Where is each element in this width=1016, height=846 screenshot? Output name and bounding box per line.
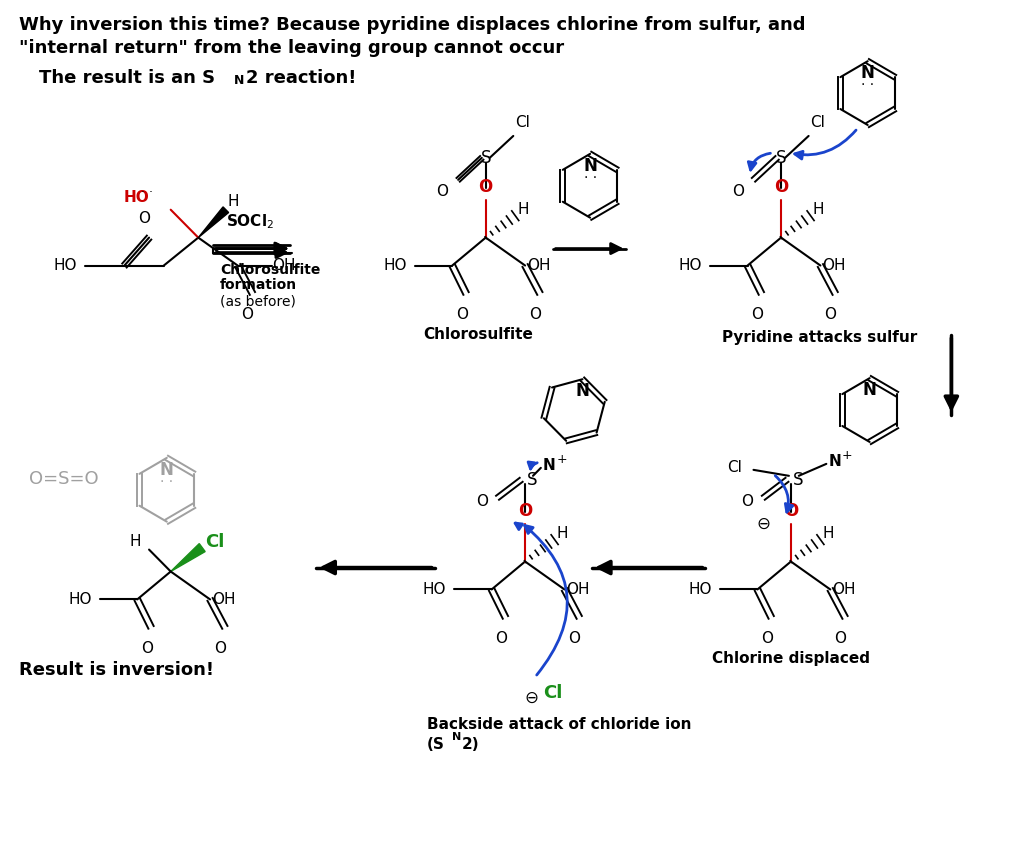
Text: N: N	[863, 382, 877, 399]
Text: Cl: Cl	[543, 684, 562, 702]
Text: O: O	[479, 178, 493, 195]
Text: · ·: · ·	[161, 475, 174, 489]
Text: O: O	[436, 184, 448, 199]
Text: O: O	[138, 211, 150, 226]
Text: Chlorosulfite: Chlorosulfite	[219, 262, 320, 277]
Text: OH: OH	[567, 582, 590, 597]
Text: +: +	[557, 453, 567, 466]
Text: O: O	[783, 502, 798, 519]
Text: Cl: Cl	[811, 115, 825, 130]
Text: O: O	[518, 502, 532, 519]
Text: S: S	[776, 149, 786, 167]
Text: O: O	[824, 307, 836, 322]
Text: 2 reaction!: 2 reaction!	[246, 69, 356, 87]
Text: H: H	[130, 534, 141, 549]
Text: O: O	[732, 184, 744, 199]
Text: H: H	[228, 195, 240, 209]
Text: O: O	[834, 631, 846, 646]
Text: O=S=O: O=S=O	[28, 470, 99, 488]
Text: · ·: · ·	[141, 186, 153, 199]
Text: OH: OH	[832, 582, 855, 597]
Text: Chlorosulfite: Chlorosulfite	[423, 327, 532, 343]
Text: O: O	[568, 631, 580, 646]
Text: OH: OH	[212, 592, 236, 607]
Text: O: O	[141, 641, 153, 656]
Text: H: H	[557, 526, 568, 541]
Text: H: H	[822, 526, 834, 541]
Text: N: N	[160, 461, 174, 479]
Text: O: O	[496, 631, 507, 646]
Text: · ·: · ·	[862, 78, 874, 92]
Text: ⊖: ⊖	[756, 514, 770, 533]
Text: OH: OH	[527, 258, 551, 273]
Text: N: N	[234, 74, 244, 87]
Text: Result is inversion!: Result is inversion!	[19, 662, 214, 679]
Text: Cl: Cl	[726, 460, 742, 475]
Text: HO: HO	[383, 258, 407, 273]
Text: Pyridine attacks sulfur: Pyridine attacks sulfur	[722, 330, 917, 345]
Text: N: N	[861, 64, 875, 82]
Text: O: O	[761, 631, 773, 646]
Text: N: N	[575, 382, 589, 400]
Text: HO: HO	[679, 258, 702, 273]
Text: OH: OH	[272, 258, 296, 273]
Text: HO: HO	[123, 190, 149, 206]
Text: (as before): (as before)	[219, 294, 296, 309]
Text: H: H	[517, 202, 528, 217]
Text: Backside attack of chloride ion: Backside attack of chloride ion	[427, 717, 691, 732]
Text: O: O	[456, 307, 468, 322]
Polygon shape	[171, 544, 205, 572]
Text: O: O	[752, 307, 763, 322]
Text: "internal return" from the leaving group cannot occur: "internal return" from the leaving group…	[19, 39, 564, 58]
Text: HO: HO	[689, 582, 712, 597]
Text: 2): 2)	[462, 737, 480, 752]
Text: S: S	[792, 471, 804, 489]
Polygon shape	[198, 207, 229, 238]
Text: HO: HO	[68, 592, 92, 607]
Text: The result is an S: The result is an S	[39, 69, 215, 87]
Text: ⊖: ⊖	[524, 689, 537, 707]
Text: S: S	[527, 471, 537, 489]
Text: N: N	[828, 454, 841, 470]
Text: Cl: Cl	[515, 115, 530, 130]
Text: SOCl$_2$: SOCl$_2$	[226, 212, 274, 231]
Text: +: +	[842, 449, 852, 463]
Text: OH: OH	[822, 258, 846, 273]
Text: HO: HO	[423, 582, 446, 597]
Text: O: O	[529, 307, 541, 322]
Text: O: O	[742, 494, 754, 509]
Text: O: O	[214, 641, 226, 656]
Text: N: N	[583, 157, 597, 175]
Text: H: H	[813, 202, 824, 217]
Text: · ·: · ·	[583, 171, 596, 184]
Text: S: S	[481, 149, 491, 167]
Text: Why inversion this time? Because pyridine displaces chlorine from sulfur, and: Why inversion this time? Because pyridin…	[19, 16, 806, 35]
Text: (S: (S	[427, 737, 445, 752]
Text: O: O	[475, 494, 488, 509]
Text: Cl: Cl	[205, 533, 225, 551]
Text: Chlorine displaced: Chlorine displaced	[712, 651, 870, 667]
Text: HO: HO	[54, 258, 77, 273]
Text: O: O	[774, 178, 788, 195]
Text: N: N	[452, 732, 461, 742]
Text: O: O	[242, 307, 254, 322]
Text: N: N	[543, 459, 556, 474]
Text: formation: formation	[219, 278, 297, 293]
